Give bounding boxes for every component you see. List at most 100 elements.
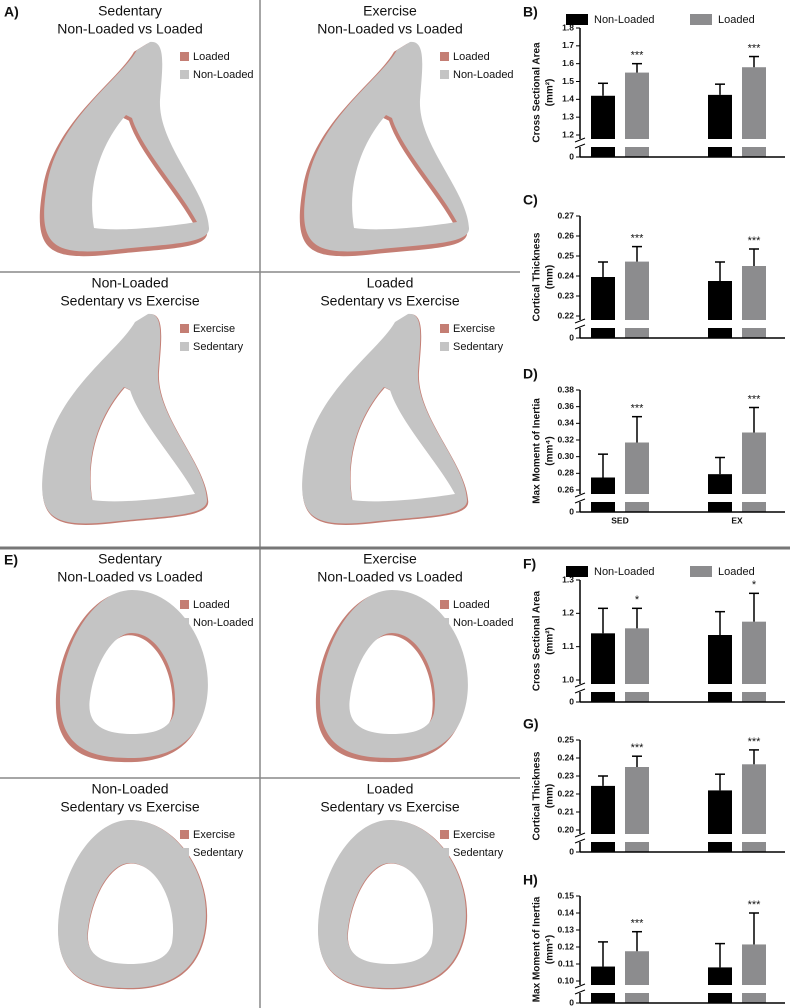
y-tick-label: 0.23 bbox=[557, 290, 574, 300]
axis-break bbox=[572, 985, 787, 993]
quadrant-title: Non-Loaded vs Loaded bbox=[317, 21, 463, 37]
break-mark bbox=[574, 989, 586, 995]
y-axis-unit: (mm) bbox=[545, 784, 556, 808]
cross-section bbox=[58, 820, 206, 988]
legend-label: Sedentary bbox=[193, 847, 244, 859]
axis-break bbox=[572, 834, 787, 842]
y-tick-label: 1.8 bbox=[562, 22, 574, 32]
quadrant-title: Sedentary vs Exercise bbox=[320, 293, 459, 309]
legend-swatch bbox=[440, 52, 449, 61]
y-axis-unit: (mm⁴) bbox=[545, 436, 556, 465]
y-tick-label: 0 bbox=[569, 151, 574, 161]
cross-section bbox=[60, 590, 208, 758]
legend-label: Exercise bbox=[193, 323, 235, 335]
legend-label: Loaded bbox=[718, 566, 755, 578]
legend-label: Non-Loaded bbox=[193, 617, 254, 629]
y-tick-label: 0.14 bbox=[557, 907, 574, 917]
legend-label: Non-Loaded bbox=[594, 566, 655, 578]
y-tick-label: 0.38 bbox=[557, 384, 574, 394]
significance: *** bbox=[748, 42, 762, 54]
y-tick-label: 0.36 bbox=[557, 401, 574, 411]
legend-label: Loaded bbox=[718, 14, 755, 26]
cross-section bbox=[42, 313, 208, 524]
legend-swatch bbox=[690, 566, 712, 577]
y-tick-label: 0.26 bbox=[557, 484, 574, 494]
panel-label: G) bbox=[523, 716, 539, 732]
bar bbox=[742, 944, 766, 1003]
cross-section bbox=[304, 41, 470, 252]
quadrant-title: Exercise bbox=[363, 3, 417, 19]
quadrant-title: Non-Loaded bbox=[91, 275, 168, 291]
quadrant-title: Non-Loaded vs Loaded bbox=[57, 21, 203, 37]
break-mark bbox=[574, 688, 586, 694]
quadrant-title: Sedentary vs Exercise bbox=[60, 799, 199, 815]
y-tick-label: 1.0 bbox=[562, 674, 574, 684]
y-tick-label: 0.27 bbox=[557, 210, 574, 220]
bar bbox=[708, 94, 732, 157]
y-tick-label: 1.7 bbox=[562, 40, 574, 50]
cross-section bbox=[44, 41, 210, 252]
break-mark bbox=[574, 492, 586, 498]
bar bbox=[708, 790, 732, 852]
cross-section bbox=[320, 590, 468, 758]
y-tick-label: 0.25 bbox=[557, 250, 574, 260]
break-mark bbox=[574, 498, 586, 504]
y-tick-label: 0.28 bbox=[557, 468, 574, 478]
quadrant-title: Loaded bbox=[367, 781, 414, 797]
break-mark bbox=[574, 137, 586, 143]
legend-swatch bbox=[440, 342, 449, 351]
legend-swatch bbox=[440, 848, 449, 857]
axis-break bbox=[572, 139, 787, 147]
legend-swatch bbox=[180, 618, 189, 627]
legend-swatch bbox=[440, 618, 449, 627]
break-mark bbox=[574, 838, 586, 844]
bar bbox=[591, 785, 615, 852]
legend-label: Exercise bbox=[193, 829, 235, 841]
y-tick-label: 0.25 bbox=[557, 734, 574, 744]
y-tick-label: 0.21 bbox=[557, 806, 574, 816]
significance: *** bbox=[748, 235, 762, 247]
quadrant: Loaded Sedentary vs Exercise Exercise Seden… bbox=[318, 781, 504, 990]
x-tick-label: EX bbox=[731, 515, 743, 525]
panel-label: C) bbox=[523, 192, 538, 208]
y-tick-label: 0.30 bbox=[557, 451, 574, 461]
y-tick-label: 0.24 bbox=[557, 752, 574, 762]
break-mark bbox=[574, 324, 586, 330]
significance: *** bbox=[631, 742, 645, 754]
significance: *** bbox=[631, 403, 645, 415]
legend-label: Non-Loaded bbox=[453, 69, 514, 81]
legend-swatch bbox=[180, 324, 189, 333]
y-tick-label: 0.24 bbox=[557, 270, 574, 280]
significance: *** bbox=[748, 899, 762, 911]
significance: *** bbox=[631, 50, 645, 62]
legend-label: Non-Loaded bbox=[193, 69, 254, 81]
significance: *** bbox=[748, 393, 762, 405]
quadrant: Non-Loaded Sedentary vs Exercise Exercise S… bbox=[42, 275, 244, 525]
significance: * bbox=[752, 579, 757, 591]
y-tick-label: 0.32 bbox=[557, 434, 574, 444]
bar bbox=[591, 966, 615, 1003]
bar bbox=[708, 281, 732, 338]
legend-label: Loaded bbox=[453, 599, 490, 611]
legend-label: Non-Loaded bbox=[453, 617, 514, 629]
legend-swatch bbox=[180, 830, 189, 839]
significance: *** bbox=[631, 918, 645, 930]
legend-label: Sedentary bbox=[453, 341, 504, 353]
axis-break bbox=[572, 320, 787, 328]
break-mark bbox=[574, 983, 586, 989]
break-mark bbox=[574, 832, 586, 838]
legend-label: Exercise bbox=[453, 829, 495, 841]
panel-label: H) bbox=[523, 872, 538, 888]
legend-label: Non-Loaded bbox=[594, 14, 655, 26]
legend-swatch bbox=[180, 600, 189, 609]
panel-label: D) bbox=[523, 366, 538, 382]
legend-swatch bbox=[566, 566, 588, 577]
break-mark bbox=[574, 682, 586, 688]
axis-break bbox=[572, 684, 787, 692]
y-tick-label: 0 bbox=[569, 332, 574, 342]
legend-label: Exercise bbox=[453, 323, 495, 335]
y-tick-label: 0.10 bbox=[557, 975, 574, 985]
quadrant-title: Exercise bbox=[363, 551, 417, 567]
y-tick-label: 0 bbox=[569, 696, 574, 706]
